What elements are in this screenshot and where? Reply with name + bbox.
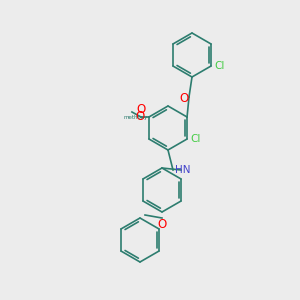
- Text: Cl: Cl: [214, 61, 224, 71]
- Text: O: O: [136, 103, 146, 116]
- Text: methoxy: methoxy: [124, 116, 148, 121]
- Text: HN: HN: [175, 165, 190, 175]
- Text: O: O: [158, 218, 166, 231]
- Text: O: O: [179, 92, 189, 106]
- Text: O: O: [136, 110, 145, 124]
- Text: Cl: Cl: [190, 134, 200, 144]
